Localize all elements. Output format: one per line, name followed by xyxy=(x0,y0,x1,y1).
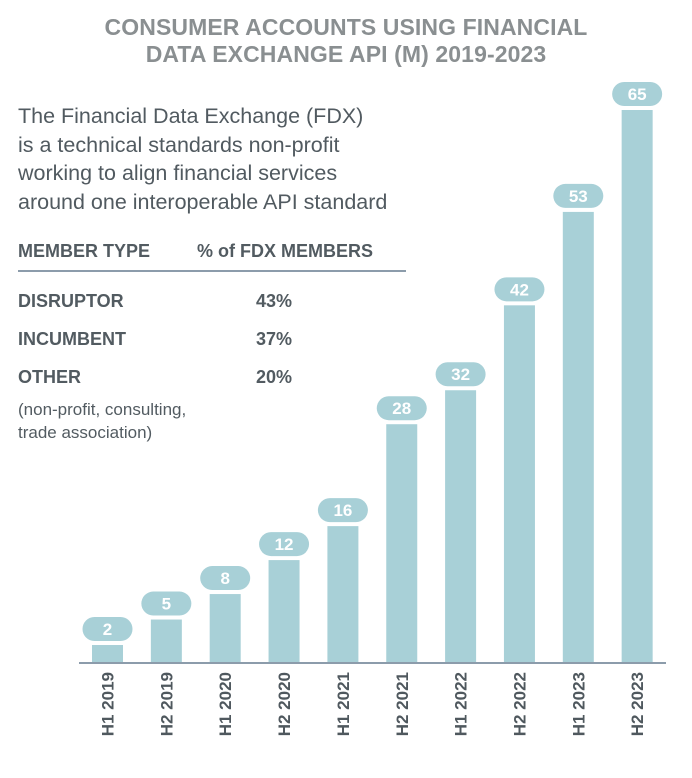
x-tick-label: H2 2021 xyxy=(393,672,412,736)
data-label-pill xyxy=(141,591,192,616)
x-tick-label: H1 2023 xyxy=(569,672,588,736)
member-note-line: trade association) xyxy=(18,423,153,442)
member-type-heading: MEMBER TYPE xyxy=(18,241,151,261)
data-label: 28 xyxy=(392,399,411,418)
x-tick-label: H1 2022 xyxy=(452,672,471,736)
bar-h1-2021 xyxy=(327,526,359,662)
member-other-note: (non-profit, consulting, trade associati… xyxy=(18,398,186,444)
bar-h1-2020 xyxy=(209,594,241,662)
data-label: 2 xyxy=(103,620,112,639)
data-label-pill xyxy=(494,277,545,302)
data-label: 65 xyxy=(628,85,647,104)
member-percent-heading: % of FDX MEMBERS xyxy=(197,241,374,261)
data-label-pill xyxy=(553,183,604,208)
data-label: 8 xyxy=(220,569,229,588)
bar-h2-2021 xyxy=(386,424,418,662)
chart-title: CONSUMER ACCOUNTS USING FINANCIAL DATA E… xyxy=(0,14,692,68)
data-label-pill xyxy=(376,396,427,421)
x-tick-label: H1 2020 xyxy=(216,672,235,736)
fdx-description: The Financial Data Exchange (FDX) is a t… xyxy=(18,102,448,216)
x-tick-label: H2 2020 xyxy=(275,672,294,736)
bar-h2-2022 xyxy=(503,305,535,662)
data-label-pill xyxy=(612,82,663,106)
data-label-pill xyxy=(82,617,133,642)
member-type-label: OTHER xyxy=(18,367,81,387)
member-percent-value: 43% xyxy=(256,291,293,311)
member-note-line: (non-profit, consulting, xyxy=(18,400,187,419)
x-tick-label: H1 2019 xyxy=(99,672,118,736)
bar-h1-2019 xyxy=(92,645,123,662)
x-tick-label: H2 2023 xyxy=(628,672,647,736)
data-label: 32 xyxy=(451,365,470,384)
data-label: 5 xyxy=(162,595,171,614)
chart-title-line-1: CONSUMER ACCOUNTS USING FINANCIAL xyxy=(104,14,588,40)
data-label: 12 xyxy=(275,535,294,554)
member-type-label: DISRUPTOR xyxy=(18,291,124,311)
member-row-incumbent: INCUMBENT 37% xyxy=(18,329,292,350)
member-table-header: MEMBER TYPE % of FDX MEMBERS xyxy=(18,241,373,262)
member-type-label: INCUMBENT xyxy=(18,329,126,349)
fdx-description-line: is a technical standards non-profit xyxy=(18,132,340,157)
data-label: 53 xyxy=(569,187,588,206)
chart-title-line-2: DATA EXCHANGE API (M) 2019-2023 xyxy=(145,41,547,67)
bar-h1-2022 xyxy=(445,390,477,662)
bar-h1-2023 xyxy=(562,211,594,662)
member-row-disruptor: DISRUPTOR 43% xyxy=(18,291,292,312)
member-percent-value: 37% xyxy=(256,329,293,349)
member-row-other: OTHER 20% xyxy=(18,367,292,388)
fdx-description-line: The Financial Data Exchange (FDX) xyxy=(18,104,364,128)
data-label-pill xyxy=(200,566,251,591)
member-percent-value: 20% xyxy=(256,367,293,387)
data-label: 42 xyxy=(510,280,529,299)
fdx-description-line: working to align financial services xyxy=(18,161,338,185)
bar-h2-2020 xyxy=(268,560,300,662)
data-label-pill xyxy=(317,498,368,523)
x-tick-label: H2 2022 xyxy=(510,672,529,736)
data-label-pill xyxy=(435,362,486,387)
data-label: 16 xyxy=(333,501,352,520)
x-tick-label: H2 2019 xyxy=(157,672,176,736)
data-label-pill xyxy=(259,532,310,557)
bar-h2-2019 xyxy=(150,619,182,662)
x-tick-label: H1 2021 xyxy=(334,672,353,736)
fdx-description-line: around one interoperable API standard xyxy=(18,189,388,214)
bar-h2-2023 xyxy=(621,110,653,662)
member-table-divider xyxy=(18,270,406,272)
